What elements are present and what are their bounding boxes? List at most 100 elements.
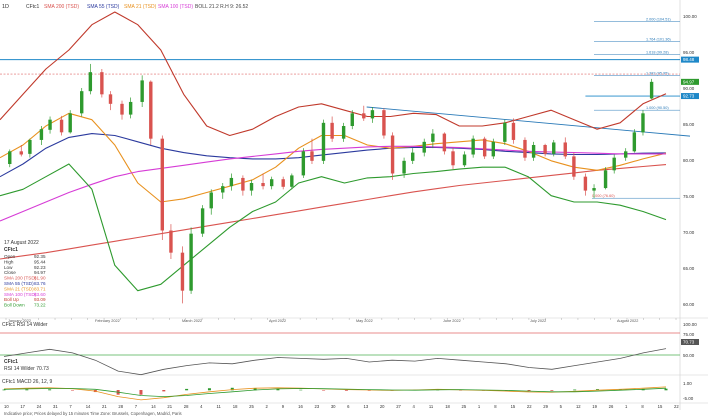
candle[interactable] <box>641 110 645 136</box>
candle-body <box>451 151 455 166</box>
candle[interactable] <box>531 141 536 161</box>
y-tick-label: 70.00 <box>683 230 695 235</box>
candle[interactable] <box>68 110 72 134</box>
candle-body <box>390 135 395 174</box>
candle-body <box>482 138 487 157</box>
candle-body <box>200 208 205 234</box>
macd-histogram-bar <box>322 390 326 391</box>
candle[interactable] <box>59 115 64 136</box>
x-tick-label: 14 <box>86 404 91 409</box>
x-tick-label: 9 <box>282 404 285 409</box>
candle[interactable] <box>120 100 124 120</box>
info-row-value: 94.97 <box>34 270 46 275</box>
candle-body <box>249 183 254 191</box>
candle[interactable] <box>572 152 576 180</box>
candle[interactable] <box>108 91 113 111</box>
series-line-sma-200-tsd- <box>0 164 667 260</box>
candle[interactable] <box>451 148 455 170</box>
candle[interactable] <box>169 224 173 259</box>
month-label: March 2022 <box>182 319 202 323</box>
macd-histogram-bar <box>25 389 29 391</box>
candle[interactable] <box>241 175 245 196</box>
candle[interactable] <box>563 137 567 159</box>
candle[interactable] <box>632 129 637 153</box>
info-row-label: SMA 100 (TSD) <box>4 292 37 297</box>
candle[interactable] <box>341 122 346 142</box>
candle[interactable] <box>189 227 193 294</box>
candle[interactable] <box>523 137 527 161</box>
candle[interactable] <box>422 138 426 157</box>
candle[interactable] <box>370 107 375 123</box>
candle[interactable] <box>390 132 395 180</box>
info-row-value: 73.22 <box>34 303 46 308</box>
price-y-axis: 100.00 95.00 90.00 85.00 80.00 75.00 70.00 65.0… <box>683 14 697 307</box>
candle[interactable] <box>261 173 265 190</box>
candle[interactable] <box>624 148 628 161</box>
candle[interactable] <box>411 148 415 164</box>
candle[interactable] <box>28 138 32 158</box>
candle-body <box>189 233 193 291</box>
candle[interactable] <box>8 149 12 168</box>
candle[interactable] <box>229 173 234 191</box>
candle[interactable] <box>290 173 294 190</box>
candle[interactable] <box>200 205 205 237</box>
candle[interactable] <box>362 105 366 121</box>
candle[interactable] <box>491 138 496 159</box>
candle[interactable] <box>281 176 285 190</box>
candle[interactable] <box>482 136 487 159</box>
candle[interactable] <box>39 126 44 145</box>
candle[interactable] <box>269 176 274 190</box>
candle[interactable] <box>462 151 467 168</box>
candle[interactable] <box>149 80 153 145</box>
candle[interactable] <box>511 118 516 144</box>
candle[interactable] <box>100 69 104 98</box>
price-tag <box>681 93 699 100</box>
candle[interactable] <box>88 63 93 95</box>
rsi-value-tag <box>681 339 699 345</box>
candle[interactable] <box>442 132 447 155</box>
candle[interactable] <box>321 119 326 164</box>
candle[interactable] <box>552 139 556 157</box>
candle[interactable] <box>160 135 165 241</box>
candle[interactable] <box>80 88 84 117</box>
candle[interactable] <box>209 189 213 215</box>
candle[interactable] <box>402 157 406 178</box>
rsi-panel: CFtc1 RSI 14 Wilder CFtc1 RSI 14 Wilder … <box>0 322 699 376</box>
candle[interactable] <box>128 97 133 119</box>
candle[interactable] <box>503 119 507 145</box>
candle-body <box>402 160 406 174</box>
candle[interactable] <box>382 108 386 139</box>
trendline[interactable] <box>366 106 691 137</box>
info-row-label: Boll Up <box>4 297 19 302</box>
candle[interactable] <box>543 143 547 157</box>
candle[interactable] <box>301 148 306 178</box>
candle-body <box>169 230 173 253</box>
candle[interactable] <box>592 184 596 199</box>
info-row-value: 92.35 <box>34 254 46 259</box>
candle[interactable] <box>140 75 144 107</box>
candle-body <box>28 139 32 154</box>
candle[interactable] <box>249 179 254 196</box>
candle[interactable] <box>221 183 225 199</box>
candle[interactable] <box>612 154 616 174</box>
x-tick-label: 21 <box>102 404 107 409</box>
candle-body <box>612 157 616 171</box>
candle-body <box>341 126 346 139</box>
candle[interactable] <box>649 78 654 100</box>
candlestick-series[interactable] <box>8 63 654 304</box>
candle[interactable] <box>603 167 608 190</box>
candle[interactable] <box>48 116 52 134</box>
x-tick-label: 1 <box>478 404 481 409</box>
candle[interactable] <box>310 138 314 164</box>
header-legend: CFtc1 SMA 200 (TSD) SMA 55 (TSD) SMA 21 … <box>26 4 248 10</box>
candle[interactable] <box>330 116 334 142</box>
candle[interactable] <box>471 135 475 158</box>
candle[interactable] <box>431 129 435 149</box>
candle[interactable] <box>180 246 185 304</box>
candle[interactable] <box>19 145 23 157</box>
candle[interactable] <box>583 173 588 196</box>
candle-body <box>100 72 104 95</box>
candle[interactable] <box>350 110 354 130</box>
